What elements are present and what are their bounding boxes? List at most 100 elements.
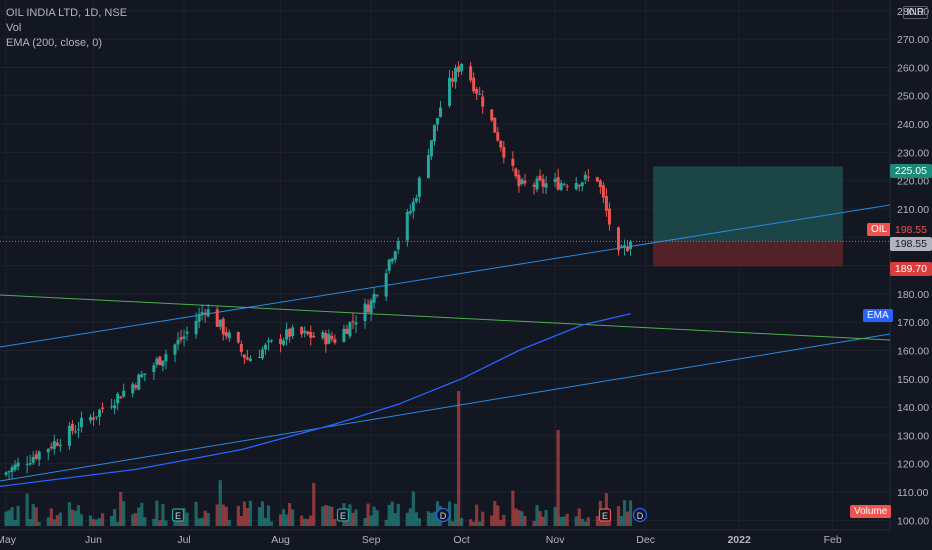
volume-bar bbox=[79, 514, 84, 526]
candle-body bbox=[574, 182, 578, 190]
dividend-marker[interactable]: D bbox=[632, 507, 648, 523]
candle-body bbox=[203, 312, 207, 315]
x-tick-label: Dec bbox=[636, 534, 655, 546]
volume-bar bbox=[28, 519, 32, 526]
candle-body bbox=[472, 77, 476, 92]
volume-bar bbox=[520, 511, 524, 526]
volume-bar bbox=[393, 513, 397, 526]
volume-bar bbox=[387, 504, 391, 526]
ema-indicator-label[interactable]: EMA (200, close, 0) bbox=[6, 37, 102, 49]
earnings-marker[interactable]: E bbox=[336, 508, 350, 522]
candle-body bbox=[116, 393, 120, 404]
candle-body bbox=[327, 333, 331, 344]
volume-bar bbox=[161, 503, 165, 526]
y-tick-label: 150.00 bbox=[897, 374, 929, 386]
candle-body bbox=[520, 179, 524, 185]
y-tick-label: 230.00 bbox=[897, 147, 929, 159]
candle-body bbox=[553, 178, 557, 182]
volume-bar bbox=[616, 506, 621, 526]
candle-body bbox=[300, 326, 304, 335]
candle-body bbox=[607, 208, 611, 225]
x-tick-label: Nov bbox=[546, 534, 565, 546]
y-tick-label: 260.00 bbox=[897, 62, 929, 74]
candle-body bbox=[333, 339, 337, 343]
volume-bar bbox=[565, 513, 569, 526]
trend-line-upper bbox=[0, 204, 891, 348]
candle-body bbox=[532, 184, 536, 187]
volume-bar bbox=[197, 518, 201, 526]
y-tick-label: 250.00 bbox=[897, 91, 929, 103]
candle-body bbox=[598, 180, 602, 188]
candle-body bbox=[396, 241, 400, 250]
earnings-marker[interactable]: E bbox=[598, 508, 612, 522]
volume-bar bbox=[559, 516, 563, 526]
symbol-title[interactable]: OIL INDIA LTD, 1D, NSE bbox=[6, 7, 128, 19]
volume-bar bbox=[330, 506, 334, 526]
volume-bar bbox=[459, 518, 464, 526]
volume-indicator-label[interactable]: Vol bbox=[6, 22, 22, 34]
currency-label[interactable]: INR bbox=[902, 6, 928, 19]
candle-body bbox=[366, 304, 370, 313]
candle-body bbox=[514, 168, 518, 177]
volume-bar bbox=[122, 501, 126, 526]
candle-body bbox=[143, 373, 147, 375]
volume-bar bbox=[257, 507, 262, 526]
candle-body bbox=[405, 211, 409, 241]
loss-zone bbox=[653, 241, 843, 267]
candle-body bbox=[70, 423, 74, 432]
candle-body bbox=[448, 77, 452, 106]
volume-bar bbox=[502, 515, 506, 526]
candle-body bbox=[173, 344, 177, 355]
candle-body bbox=[16, 462, 20, 467]
volume-bar bbox=[456, 391, 461, 526]
volume-bar bbox=[628, 500, 633, 526]
ema-price-label: EMA bbox=[863, 309, 893, 322]
candle-body bbox=[152, 365, 156, 373]
candle-body bbox=[257, 356, 261, 358]
candle-body bbox=[619, 246, 623, 248]
volume-bar bbox=[218, 480, 222, 526]
candle-body bbox=[221, 318, 225, 335]
candle-body bbox=[629, 241, 633, 250]
candle-body bbox=[469, 66, 473, 81]
candle-body bbox=[227, 332, 231, 339]
volume-bar bbox=[303, 518, 307, 526]
candle-body bbox=[260, 349, 264, 359]
candle-body bbox=[92, 417, 96, 420]
x-tick-label: Jun bbox=[85, 534, 102, 546]
stop-price-tag: 189.70 bbox=[889, 262, 932, 276]
candle-body bbox=[10, 467, 14, 472]
x-tick-label: Feb bbox=[824, 534, 842, 546]
candle-body bbox=[475, 88, 479, 94]
volume-bar bbox=[375, 510, 379, 526]
candle-body bbox=[626, 246, 630, 252]
volume-bar bbox=[619, 515, 624, 526]
volume-bar bbox=[538, 511, 542, 526]
candle-body bbox=[601, 185, 605, 198]
volume-bar bbox=[278, 514, 283, 526]
candle-body bbox=[429, 140, 433, 157]
candle-body bbox=[28, 463, 32, 465]
earnings-marker[interactable]: E bbox=[171, 508, 185, 522]
y-tick-label: 100.00 bbox=[897, 515, 929, 527]
candle-body bbox=[321, 332, 325, 339]
volume-bar bbox=[245, 507, 249, 526]
volume-bar bbox=[203, 510, 207, 526]
volume-bar bbox=[176, 519, 180, 526]
volume-bar bbox=[242, 501, 246, 526]
dividend-marker[interactable]: D bbox=[435, 507, 451, 523]
volume-bar bbox=[119, 491, 123, 526]
candle-body bbox=[37, 451, 41, 460]
volume-bar bbox=[396, 503, 400, 526]
volume-bar bbox=[324, 505, 328, 526]
candle-body bbox=[58, 444, 62, 447]
volume-bar bbox=[429, 512, 434, 526]
volume-bar bbox=[37, 521, 41, 526]
candle-body bbox=[224, 332, 228, 337]
candle-body bbox=[393, 251, 397, 260]
volume-bar bbox=[574, 516, 578, 526]
y-tick-label: 180.00 bbox=[897, 289, 929, 301]
svg-text:D: D bbox=[637, 511, 644, 521]
